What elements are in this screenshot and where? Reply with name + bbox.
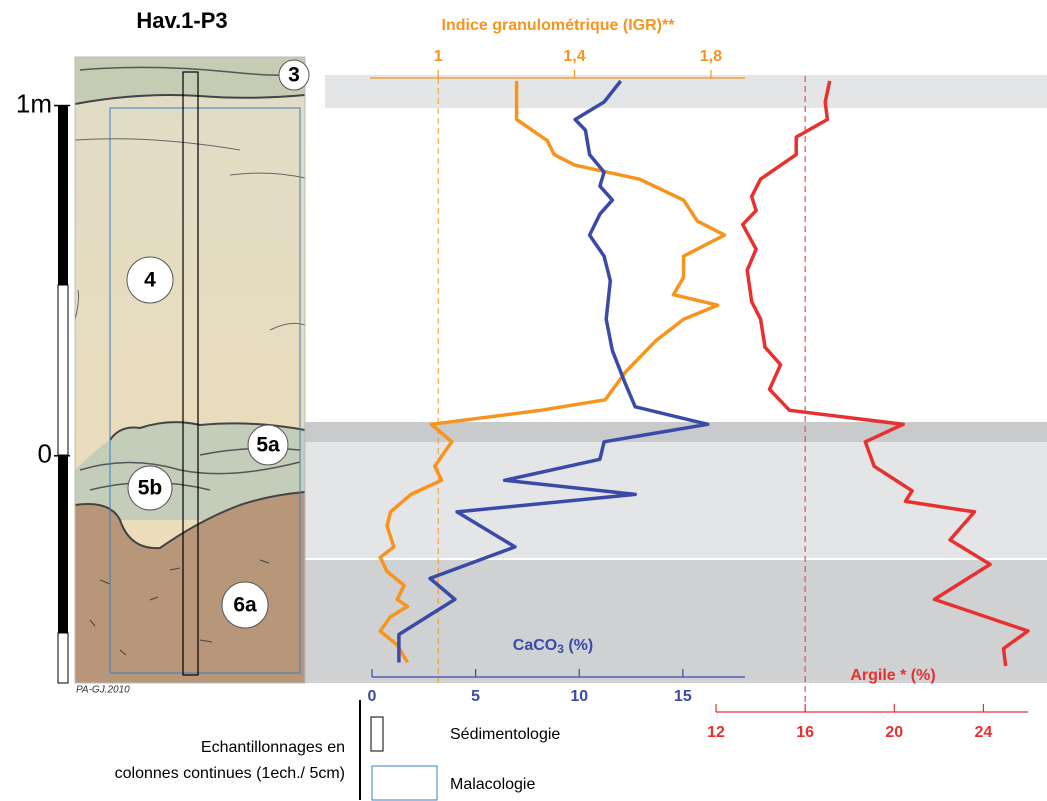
- layer-label: 6a: [233, 594, 257, 617]
- x-tick-label: 1,4: [563, 48, 585, 65]
- scale-bar: [57, 284, 69, 456]
- layer-label: 5b: [138, 477, 163, 500]
- profile-line: [378, 81, 727, 664]
- x-tick-label: 16: [796, 724, 814, 741]
- legend-symbol: [370, 716, 384, 752]
- column: [74, 56, 306, 684]
- axis-title-part: CaCO: [513, 637, 557, 654]
- layer-label: 5a: [256, 434, 280, 457]
- x-tick-label: 0: [368, 688, 377, 705]
- sedimentology-column: [182, 71, 199, 676]
- y-tick-label: 1m: [16, 88, 52, 118]
- layer-marker: [278, 59, 310, 91]
- x-tick-label: 5: [471, 688, 480, 705]
- band: [305, 560, 1047, 683]
- x-tick-label: 20: [885, 724, 903, 741]
- axis-title: Indice granulométrique (IGR)**: [442, 17, 676, 34]
- layer-marker: [127, 465, 173, 511]
- x-tick-label: 15: [674, 688, 692, 705]
- legend-caption: Echantillonnages en: [201, 739, 345, 756]
- y-tick-label: 0: [38, 439, 52, 469]
- malacology-column: [109, 107, 301, 674]
- axis-title-part: 3: [557, 642, 564, 656]
- profile-line: [740, 80, 1030, 667]
- column-frame: [74, 56, 306, 684]
- layer-label: 4: [144, 269, 156, 292]
- boundary: [74, 491, 306, 550]
- axis-title: CaCO3 (%): [513, 637, 593, 656]
- boundary: [74, 94, 306, 105]
- scale-bar: [58, 105, 68, 285]
- layer-marker: [247, 424, 289, 466]
- sketch: [74, 138, 306, 331]
- layer-3: [75, 57, 305, 104]
- x-tick-label: 1: [434, 48, 443, 65]
- band: [305, 422, 1047, 442]
- scale-bar: [57, 632, 69, 684]
- sketch: [89, 559, 270, 656]
- legend-caption: colonnes continues (1ech./ 5cm): [115, 765, 345, 782]
- scale-bar: [58, 455, 68, 633]
- credit: PA-GJ.2010: [76, 685, 130, 696]
- legend-item: Malacologie: [450, 776, 535, 793]
- x-tick-label: 24: [975, 724, 993, 741]
- legend-symbol: [371, 765, 438, 801]
- x-tick-label: 12: [707, 724, 725, 741]
- band: [325, 75, 1047, 108]
- x-tick-label: 10: [570, 688, 588, 705]
- band: [305, 442, 1047, 558]
- profile-line: [397, 79, 710, 663]
- layer-marker: [126, 256, 174, 304]
- axis-title-part: (%): [564, 637, 593, 654]
- legend-item: Sédimentologie: [450, 726, 560, 743]
- layer-6a: [75, 492, 305, 683]
- title: Hav.1-P3: [136, 8, 227, 33]
- layer-label: 3: [288, 64, 300, 87]
- axis-title: Argile * (%): [850, 667, 935, 684]
- layer-marker: [221, 581, 269, 629]
- boundary: [109, 421, 306, 441]
- x-tick-label: 1,8: [700, 48, 722, 65]
